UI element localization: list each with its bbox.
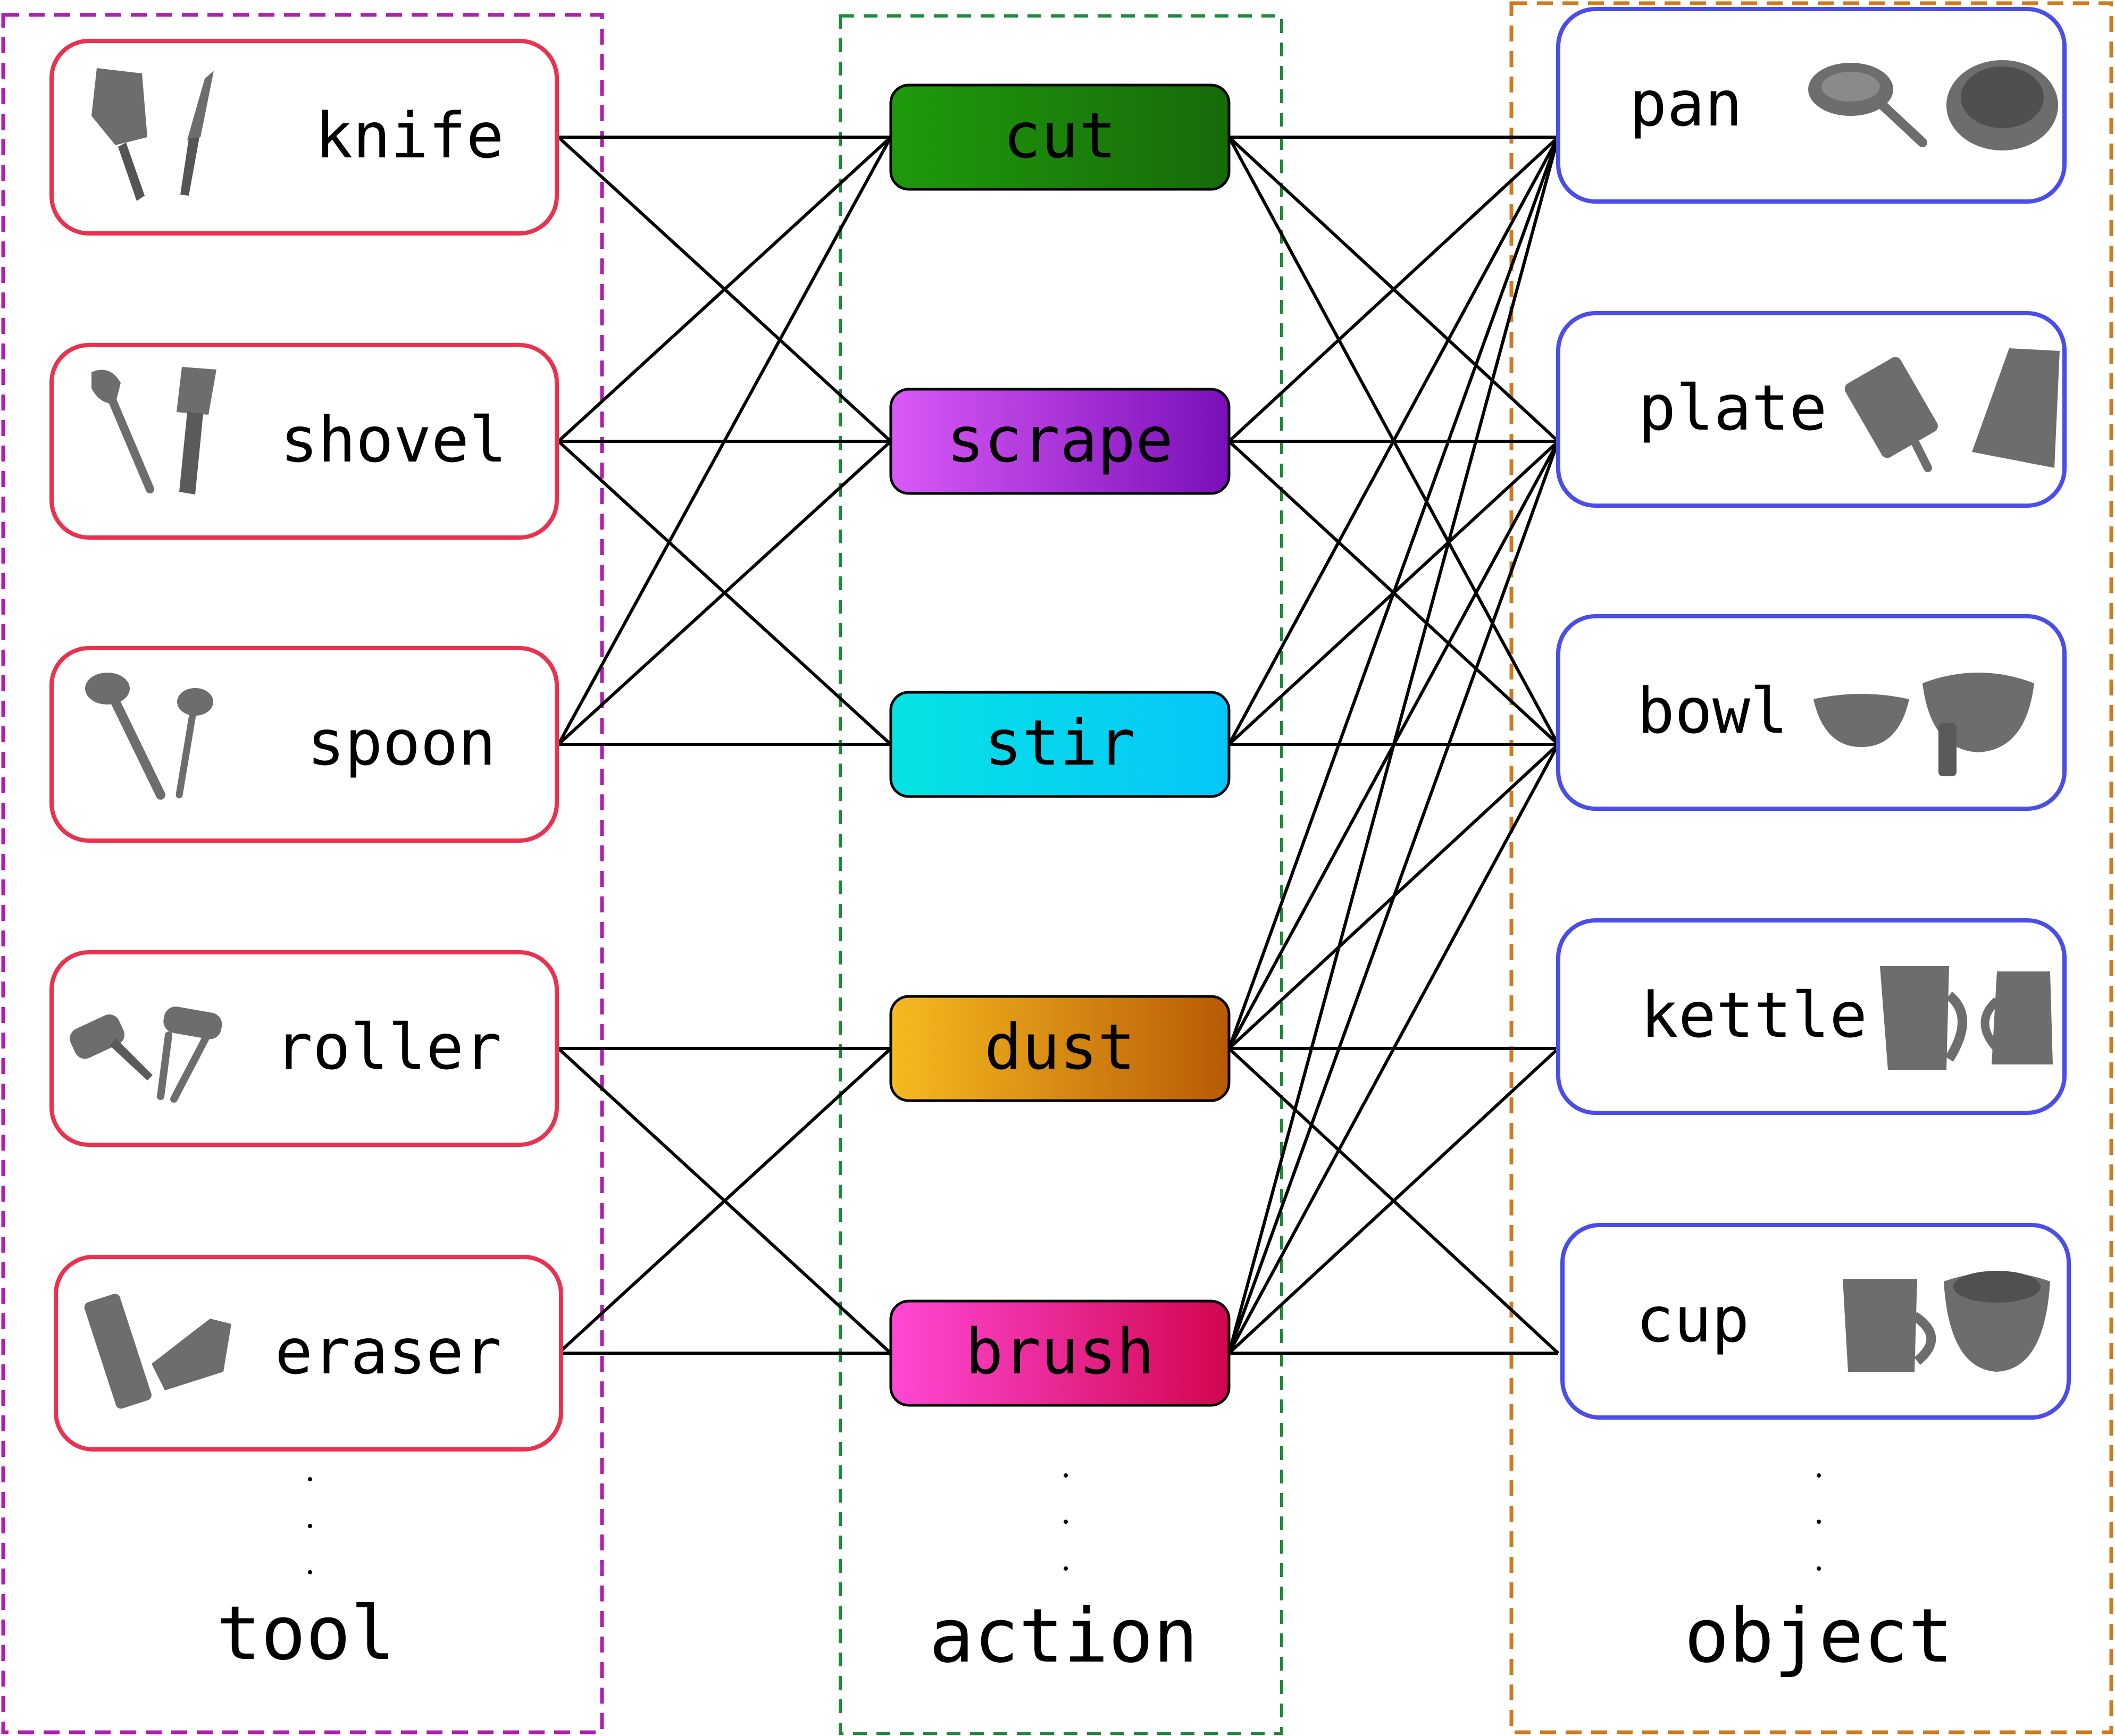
saucepan-icon: [1808, 63, 1927, 147]
lint-roller-icon: [70, 1014, 153, 1080]
edge-brush-bowl: [1227, 743, 1560, 1354]
object-group-box: [1509, 1, 2113, 1734]
connection-edges: [557, 136, 1560, 1355]
tool-label-eraser: eraser: [275, 1315, 501, 1388]
action-node-dust: dust: [889, 995, 1231, 1102]
tool-column-label: tool: [216, 1590, 395, 1677]
action-box: [889, 1299, 1231, 1407]
object-node-pan: pan: [1556, 7, 2067, 204]
action-node-stir: stir: [889, 691, 1231, 798]
edge-stir-pan: [1227, 136, 1560, 745]
object-node-cup: cup: [1560, 1223, 2071, 1420]
slotted-spatula-icon: [91, 370, 154, 493]
object-node-plate: plate: [1556, 311, 2067, 508]
edge-spoon-cut: [557, 136, 892, 745]
tool-label-roller: roller: [275, 1010, 501, 1084]
tool-group-box: [1, 13, 604, 1734]
tool-node-roller: roller: [49, 950, 559, 1147]
tool-node-spoon: spoon: [49, 646, 559, 843]
shallow-bowl-icon: [1813, 694, 1909, 747]
measuring-cup-icon: [1944, 1271, 2050, 1372]
tool-node-knife: knife: [49, 39, 559, 236]
board-eraser-icon: [84, 1294, 152, 1409]
tool-more-dots: [308, 1477, 312, 1574]
block-eraser-icon: [152, 1319, 231, 1390]
object-nodes: pan plate bowl kettle cup: [1556, 7, 2071, 1420]
action-group-box: [839, 14, 1283, 1735]
action-column-label: action: [929, 1593, 1198, 1680]
kettle-icon: [1880, 966, 1967, 1070]
tool-box: [49, 39, 559, 236]
edge-scrape-pan: [1227, 136, 1560, 443]
edge-dust-pan: [1227, 136, 1560, 1050]
edge-brush-pan: [1227, 137, 1560, 1354]
action-box: [889, 388, 1231, 495]
object-label-bowl: bowl: [1637, 674, 1788, 748]
object-label-pan: pan: [1629, 67, 1742, 140]
cleaver-icon: [91, 68, 147, 201]
action-label-cut: cut: [1003, 99, 1116, 172]
action-node-cut: cut: [889, 83, 1231, 191]
cutting-board-icon: [1844, 357, 1938, 472]
action-node-scrape: scrape: [889, 388, 1231, 495]
tool-label-knife: knife: [315, 99, 504, 172]
action-label-brush: brush: [965, 1315, 1154, 1388]
object-box: [1556, 614, 2067, 811]
edge-brush-plate: [1227, 440, 1560, 1354]
object-box: [1556, 7, 2067, 204]
action-box: [889, 995, 1231, 1102]
action-node-brush: brush: [889, 1299, 1231, 1407]
tool-label-spoon: spoon: [307, 706, 496, 779]
flat-spatula-icon: [177, 367, 216, 494]
action-label-stir: stir: [984, 706, 1135, 779]
action-more-dots: [1064, 1473, 1068, 1571]
paint-roller-icon: [157, 1007, 222, 1103]
action-label-scrape: scrape: [947, 403, 1173, 476]
pitcher-icon: [1980, 971, 2053, 1064]
object-more-dots: [1817, 1473, 1821, 1571]
tool-label-shovel: shovel: [280, 403, 507, 476]
edge-shovel-cut: [557, 136, 892, 443]
edge-spoon-scrape: [557, 440, 892, 746]
object-column-label: object: [1684, 1593, 1953, 1680]
ladle-icon: [85, 673, 165, 800]
action-box: [889, 83, 1231, 191]
tool-box: [49, 343, 559, 540]
tool-nodes: knife shovel spoon roller eraser: [49, 39, 563, 1452]
action-box: [889, 691, 1231, 798]
action-nodes: cut scrape stir dust brush: [889, 83, 1231, 1407]
tool-box: [54, 1255, 563, 1452]
object-label-plate: plate: [1638, 371, 1827, 445]
edge-brush-kettle: [1227, 1047, 1560, 1355]
tray-icon: [1972, 348, 2060, 468]
deep-bowl-icon: [1922, 673, 2034, 776]
mug-icon: [1843, 1279, 1936, 1372]
edge-eraser-dust: [557, 1047, 892, 1355]
object-node-kettle: kettle: [1556, 918, 2067, 1115]
pot-icon: [1946, 60, 2058, 150]
small-ladle-icon: [175, 688, 213, 799]
object-label-kettle: kettle: [1641, 978, 1867, 1052]
tool-node-shovel: shovel: [49, 343, 559, 540]
action-label-dust: dust: [984, 1010, 1135, 1084]
object-node-bowl: bowl: [1556, 614, 2067, 811]
object-box: [1560, 1223, 2071, 1420]
tool-node-eraser: eraser: [54, 1255, 563, 1452]
chef-knife-icon: [180, 71, 214, 196]
object-box: [1556, 311, 2067, 508]
object-label-cup: cup: [1636, 1283, 1749, 1356]
